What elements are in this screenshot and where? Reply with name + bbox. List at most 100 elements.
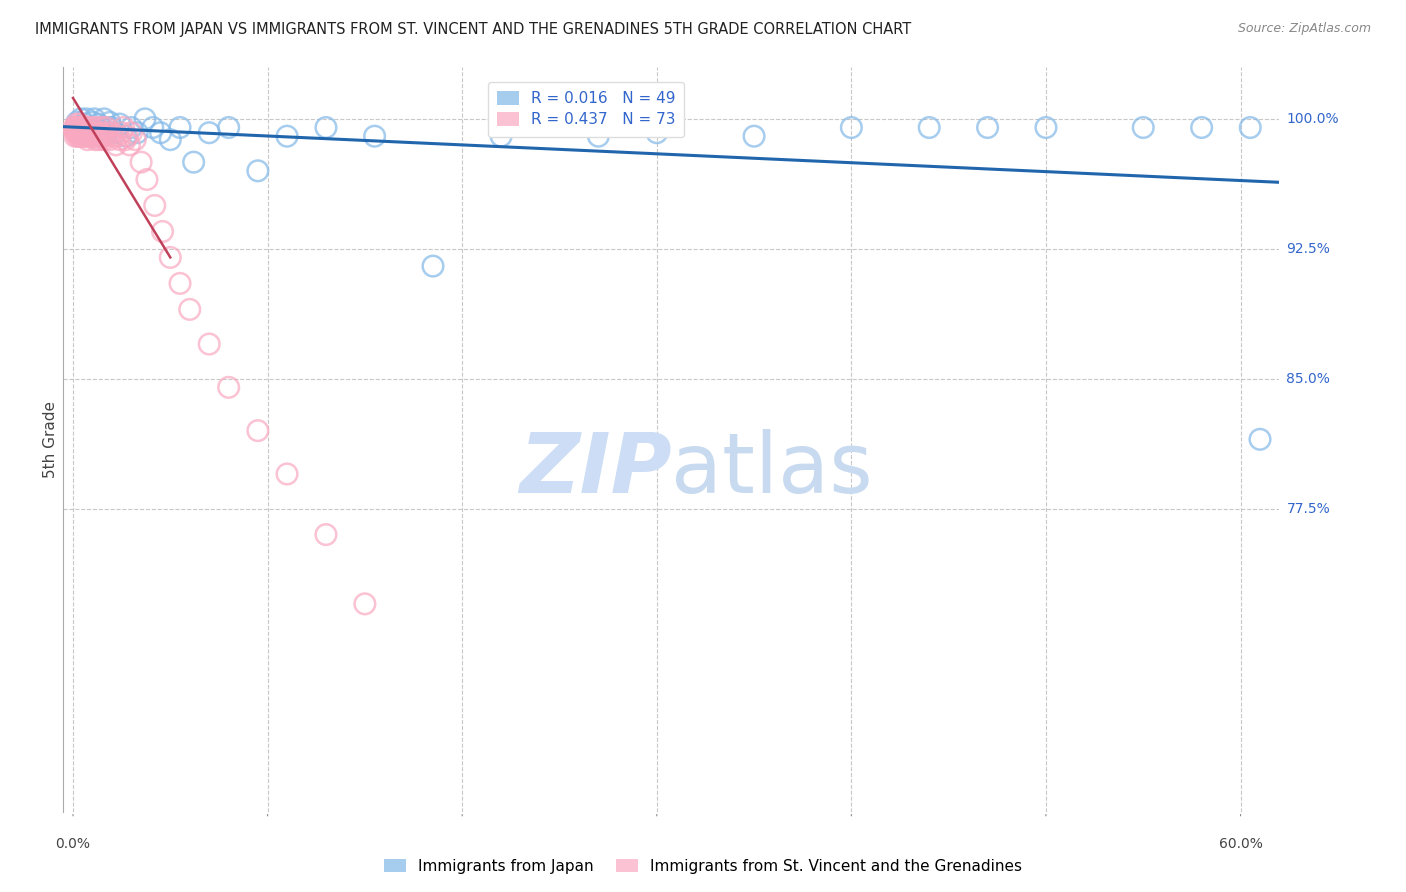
Point [94,120,117,135]
Point [1191,120,1213,135]
Point [246,424,269,438]
Point [87,129,110,144]
Point [65,126,87,140]
Point [98,115,121,129]
Point [66,120,89,135]
Point [66,115,89,129]
Point [1035,120,1057,135]
Point [77,126,100,140]
Point [91,129,114,144]
Point [63,120,86,135]
Point [63,124,86,138]
Point [67,120,90,135]
Point [86,120,108,135]
Point [120,120,142,135]
Text: 100.0%: 100.0% [1286,112,1339,126]
Point [246,164,269,178]
Point [90,129,112,144]
Text: IMMIGRANTS FROM JAPAN VS IMMIGRANTS FROM ST. VINCENT AND THE GRENADINES 5TH GRAD: IMMIGRANTS FROM JAPAN VS IMMIGRANTS FROM… [35,22,911,37]
Point [315,120,337,135]
Point [114,129,136,144]
Point [84,133,107,147]
Text: 60.0%: 60.0% [1219,837,1263,851]
Point [118,137,141,152]
Point [70,129,93,144]
Point [1239,120,1261,135]
Point [79,126,101,140]
Y-axis label: 5th Grade: 5th Grade [42,401,58,478]
Point [67,126,90,140]
Point [489,129,512,144]
Point [77,120,100,135]
Point [218,380,240,394]
Point [1132,120,1154,135]
Point [80,129,103,144]
Point [65,120,87,135]
Point [159,251,181,265]
Point [152,224,174,238]
Point [79,120,101,135]
Point [98,133,121,147]
Point [179,302,201,317]
Point [89,133,111,147]
Point [73,126,96,140]
Point [75,126,97,140]
Point [127,126,149,140]
Point [101,126,124,140]
Point [169,277,191,291]
Point [108,117,131,131]
Point [94,126,117,140]
Legend: R = 0.016   N = 49, R = 0.437   N = 73: R = 0.016 N = 49, R = 0.437 N = 73 [488,82,685,136]
Point [72,129,94,144]
Point [159,133,181,147]
Point [82,115,104,129]
Point [69,126,91,140]
Point [73,120,96,135]
Point [104,126,127,140]
Point [83,112,105,126]
Point [72,126,94,140]
Point [149,126,172,140]
Point [67,129,90,144]
Text: 77.5%: 77.5% [1286,501,1330,516]
Point [76,133,98,147]
Point [354,597,377,611]
Point [89,129,111,144]
Point [101,120,124,135]
Point [198,126,221,140]
Point [315,527,337,541]
Point [112,120,135,135]
Point [86,124,108,138]
Point [136,172,159,186]
Point [97,129,120,144]
Point [183,155,205,169]
Point [82,126,104,140]
Point [94,126,117,140]
Point [169,120,191,135]
Point [89,126,111,140]
Point [70,126,93,140]
Point [76,112,98,126]
Point [104,137,127,152]
Point [114,133,136,147]
Point [143,198,166,212]
Point [77,129,100,144]
Point [841,120,863,135]
Point [91,120,114,135]
Point [69,120,91,135]
Point [117,129,139,144]
Point [588,129,610,144]
Point [65,117,87,131]
Point [422,259,444,273]
Point [276,129,298,144]
Point [93,112,115,126]
Point [76,129,98,144]
Point [1249,433,1271,447]
Point [108,133,131,147]
Point [198,337,221,351]
Point [976,120,998,135]
Point [134,112,156,126]
Legend: Immigrants from Japan, Immigrants from St. Vincent and the Grenadines: Immigrants from Japan, Immigrants from S… [378,853,1028,880]
Text: Source: ZipAtlas.com: Source: ZipAtlas.com [1237,22,1371,36]
Point [91,120,114,135]
